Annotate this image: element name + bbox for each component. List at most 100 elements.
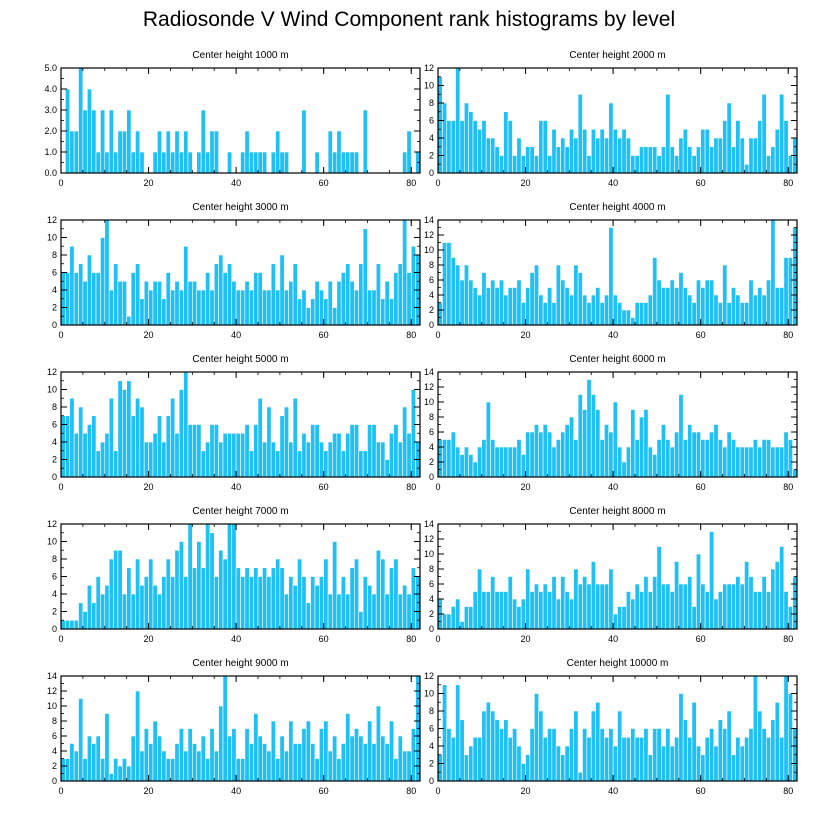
histogram-bar	[104, 151, 110, 174]
histogram-bar	[652, 576, 658, 630]
histogram-bar	[91, 602, 97, 630]
histogram-bar	[643, 728, 649, 782]
histogram-bar	[358, 263, 364, 326]
histogram-bar	[248, 576, 254, 630]
histogram-bar	[257, 576, 263, 630]
histogram-bar	[608, 568, 614, 630]
y-tick-label: 12	[424, 671, 434, 681]
histogram-bar	[573, 710, 579, 782]
histogram-bar	[349, 280, 355, 326]
histogram-bar	[463, 264, 469, 326]
histogram-bar	[78, 406, 84, 478]
histogram-bar	[174, 280, 180, 326]
histogram-bar	[792, 469, 798, 478]
histogram-bar	[643, 576, 649, 630]
y-tick-label: 14	[424, 519, 434, 529]
histogram-chart: Center height 6000 m 0 20 40 60 80 0 2 4 6 8 10 12 14	[424, 354, 798, 492]
x-tick-label: 20	[521, 482, 531, 492]
histogram-bar	[319, 441, 324, 478]
histogram-bar	[647, 146, 653, 174]
histogram-bar	[468, 606, 474, 630]
histogram-bar	[82, 280, 88, 326]
histogram-bar	[297, 298, 303, 326]
histogram-bar	[783, 120, 789, 174]
x-tick-label: 0	[58, 634, 63, 644]
y-tick-label: 0.0	[44, 168, 57, 178]
histogram-bar	[354, 558, 360, 630]
histogram-bar	[490, 710, 496, 782]
histogram-bar	[739, 446, 745, 478]
histogram-bar	[665, 439, 671, 478]
histogram-bar	[442, 613, 448, 630]
histogram-bar	[560, 754, 566, 782]
histogram-bar	[529, 272, 535, 326]
histogram-bar	[757, 120, 763, 174]
histogram-bar	[332, 307, 338, 326]
histogram-bar	[696, 745, 701, 782]
histogram-bar	[209, 532, 215, 630]
histogram-bar	[327, 280, 333, 326]
y-tick-label: 14	[47, 671, 57, 681]
histogram-bar	[231, 432, 237, 478]
histogram-bar	[459, 279, 465, 326]
histogram-bar	[494, 287, 500, 326]
histogram-bar	[135, 558, 141, 630]
histogram-bar	[569, 728, 575, 782]
histogram-bar	[244, 280, 250, 326]
histogram-bar	[178, 389, 184, 478]
histogram-bar	[218, 549, 224, 630]
histogram-bar	[406, 750, 412, 782]
histogram-bar	[617, 710, 623, 782]
histogram-bar	[577, 272, 583, 326]
histogram-bar	[108, 558, 114, 630]
x-tick-label: 80	[783, 482, 793, 492]
histogram-bar	[787, 606, 793, 630]
x-tick-label: 80	[406, 634, 416, 644]
histogram-bar	[468, 279, 474, 326]
histogram-bar	[69, 245, 75, 326]
histogram-bar	[630, 409, 636, 478]
histogram-bar	[117, 549, 123, 630]
histogram-bar	[529, 146, 535, 174]
histogram-bar	[783, 675, 789, 782]
x-tick-label: 80	[783, 178, 793, 188]
histogram-bar	[213, 263, 219, 326]
y-tick-label: 4	[429, 442, 434, 452]
histogram-bar	[674, 736, 680, 782]
histogram-bar	[735, 446, 741, 478]
histogram-bar	[477, 568, 483, 630]
histogram-bar	[669, 745, 675, 782]
histogram-bar	[656, 279, 662, 326]
histogram-bar	[319, 728, 324, 782]
x-tick-label: 20	[144, 330, 154, 340]
histogram-panel: Center height 4000 m 0 20 40 60 80 0 2 4 6 8 10 12 14	[413, 197, 803, 349]
histogram-bar	[336, 593, 342, 630]
histogram-bar	[95, 450, 101, 478]
histogram-bar	[748, 137, 754, 174]
histogram-bar	[126, 109, 132, 174]
histogram-bar	[178, 151, 184, 174]
histogram-chart: Center height 9000 m 0 20 40 60 80 0 2 4 6 8 10 12 14	[47, 658, 421, 796]
histogram-bar	[113, 263, 119, 326]
histogram-bar	[327, 441, 333, 478]
histogram-bar	[165, 272, 171, 326]
histogram-bar	[704, 439, 710, 478]
histogram-bar	[301, 109, 307, 174]
histogram-bar	[275, 450, 281, 478]
x-tick-label: 20	[521, 786, 531, 796]
histogram-bar	[95, 576, 101, 630]
histogram-bar	[652, 146, 658, 174]
histogram-bar	[170, 397, 176, 478]
histogram-bar	[617, 302, 623, 326]
histogram-bar	[678, 583, 684, 630]
histogram-bar	[69, 397, 75, 478]
histogram-bar	[117, 130, 123, 174]
histogram-bar	[279, 415, 285, 478]
histogram-bar	[82, 611, 88, 630]
histogram-bar	[292, 263, 298, 326]
histogram-bar	[639, 591, 645, 630]
histogram-bar	[327, 130, 333, 174]
histogram-bar	[187, 280, 193, 326]
histogram-bar	[301, 728, 307, 782]
histogram-bar	[240, 758, 246, 782]
